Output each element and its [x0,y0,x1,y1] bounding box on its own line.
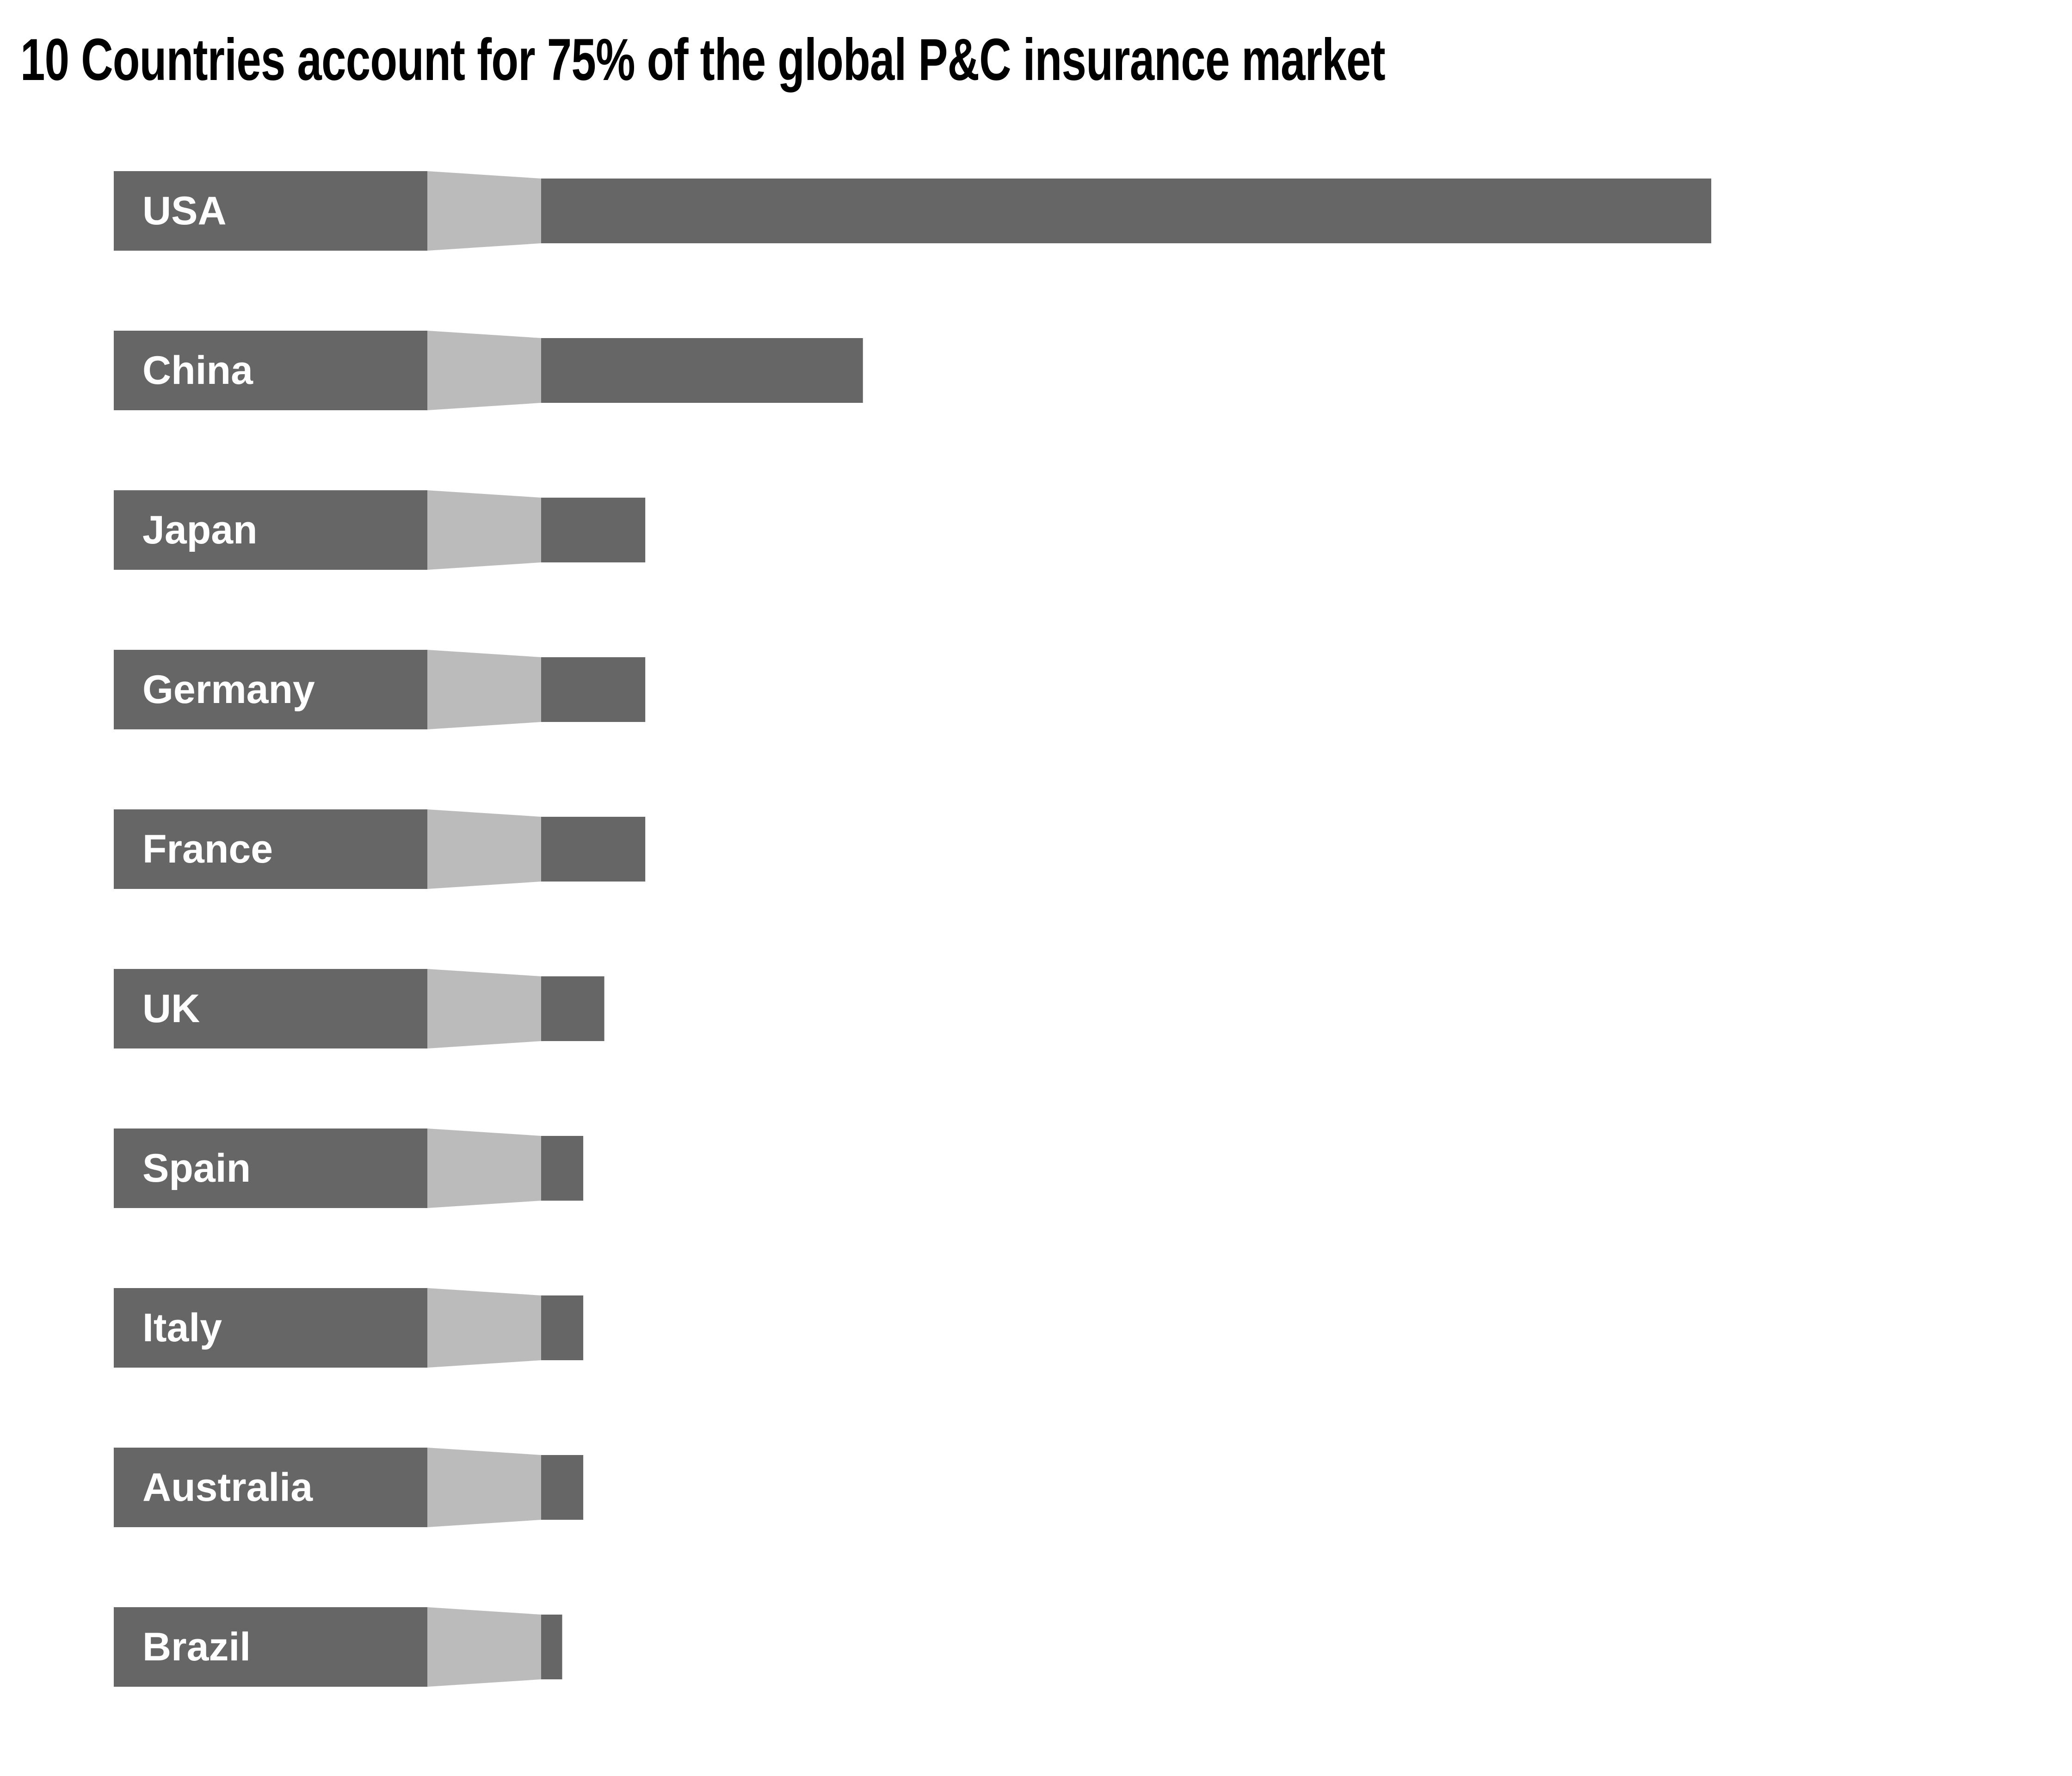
bar-row-france: France [114,809,646,889]
connector-france [427,809,541,889]
connector-spain [427,1128,541,1208]
connector-japan [427,490,541,570]
category-label-spain: Spain [142,1146,251,1190]
connector-brazil [427,1607,541,1687]
label-block-australia [114,1448,427,1527]
connector-usa [427,171,541,251]
label-block-spain [114,1128,427,1208]
value-bar-australia [541,1455,584,1520]
category-label-italy: Italy [142,1306,222,1350]
connector-uk [427,969,541,1048]
bar-row-usa: USA [114,171,1711,251]
connector-germany [427,650,541,729]
label-block-china [114,331,427,410]
value-bar-spain [541,1136,584,1201]
label-block-france [114,809,427,889]
label-block-brazil [114,1607,427,1687]
category-label-uk: UK [142,987,200,1031]
value-bar-china [541,338,863,403]
value-bar-italy [541,1295,584,1360]
connector-italy [427,1288,541,1368]
label-block-germany [114,650,427,729]
value-bar-japan [541,498,646,562]
bar-row-italy: Italy [114,1288,584,1368]
bars-layer: USA China Japan Germany France UK Spain Italy Au… [114,171,1711,1687]
value-bar-usa [541,179,1711,243]
chart-title: 10 Countries account for 75% of the glob… [20,27,1386,93]
category-label-germany: Germany [142,667,315,712]
bar-row-germany: Germany [114,650,646,729]
category-label-australia: Australia [142,1465,313,1510]
label-block-italy [114,1288,427,1368]
bar-row-spain: Spain [114,1128,584,1208]
category-label-france: France [142,827,273,871]
value-bar-brazil [541,1615,562,1679]
connector-australia [427,1448,541,1527]
bar-row-japan: Japan [114,490,646,570]
category-label-brazil: Brazil [142,1625,251,1669]
category-label-usa: USA [142,189,227,233]
value-bar-germany [541,657,646,722]
bar-row-china: China [114,331,863,410]
label-block-japan [114,490,427,570]
value-bar-uk [541,976,604,1041]
bar-row-australia: Australia [114,1448,584,1527]
connector-china [427,331,541,410]
bar-row-uk: UK [114,969,604,1048]
category-label-japan: Japan [142,508,258,552]
category-label-china: China [142,348,253,393]
value-bar-france [541,817,646,882]
bar-row-brazil: Brazil [114,1607,562,1687]
label-block-usa [114,171,427,251]
label-block-uk [114,969,427,1048]
